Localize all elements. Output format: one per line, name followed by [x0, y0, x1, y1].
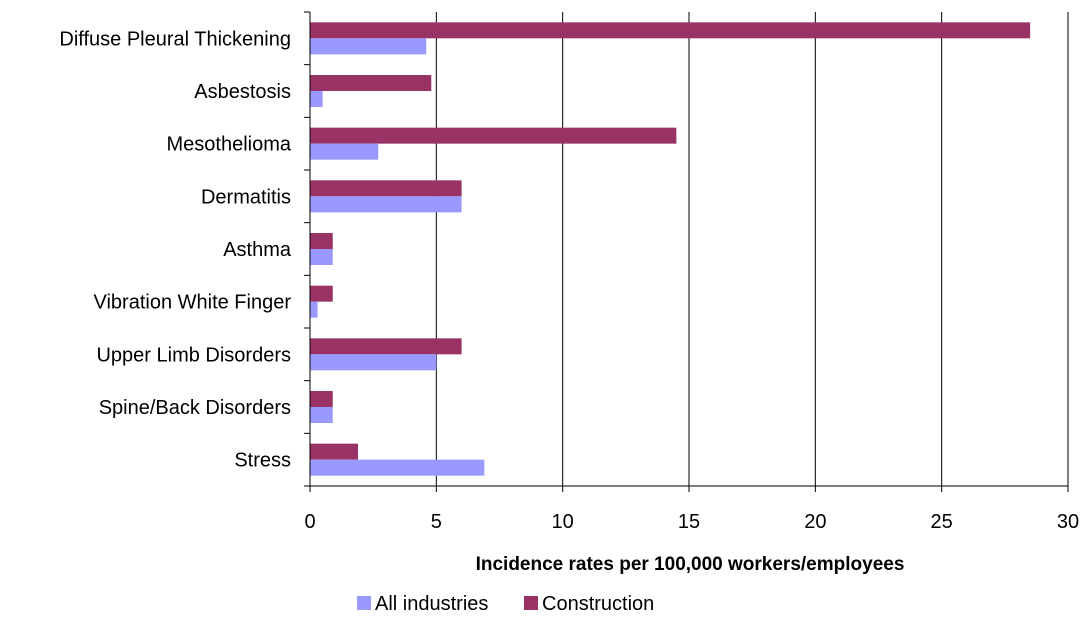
bar-all-industries — [310, 407, 333, 423]
bar-all-industries — [310, 38, 427, 55]
legend-swatch — [524, 596, 538, 610]
legend-label: Construction — [542, 593, 654, 614]
x-tick-label: 30 — [1057, 511, 1079, 533]
legend-swatch — [357, 596, 371, 610]
x-tick-label: 0 — [304, 511, 315, 533]
x-tick-label: 20 — [804, 511, 826, 533]
legend-label: All industries — [375, 593, 488, 614]
x-tick-label: 15 — [678, 511, 700, 533]
bar-all-industries — [310, 196, 462, 213]
bar-construction — [310, 338, 462, 355]
gridlines — [435, 12, 1069, 486]
bar-all-industries — [310, 354, 437, 371]
bar-construction — [310, 180, 462, 197]
bar-all-industries — [310, 301, 318, 318]
x-tick-label: 5 — [431, 511, 442, 533]
x-axis-title: Incidence rates per 100,000 workers/empl… — [476, 554, 905, 575]
bar-construction — [310, 233, 333, 249]
category-label: Stress — [234, 450, 291, 472]
bar-all-industries — [310, 143, 379, 160]
x-tick-label: 25 — [931, 511, 953, 533]
category-label: Vibration White Finger — [94, 292, 292, 314]
bar-all-industries — [310, 91, 323, 107]
category-label: Diffuse Pleural Thickening — [59, 28, 291, 50]
category-label: Upper Limb Disorders — [96, 344, 291, 366]
bar-all-industries — [310, 249, 333, 265]
bar-construction — [310, 285, 333, 302]
category-labels: Diffuse Pleural Thickening Asbestosis Meso… — [59, 28, 291, 471]
bars — [310, 22, 1031, 476]
bar-construction — [310, 391, 333, 407]
bar-construction — [310, 443, 359, 460]
category-label: Spine/Back Disorders — [99, 397, 291, 419]
axes — [304, 11, 1069, 492]
legend: All industries Construction — [357, 593, 654, 615]
bar-construction — [310, 22, 1031, 39]
category-label: Mesothelioma — [166, 134, 291, 156]
category-label: Asbestosis — [194, 81, 291, 103]
bar-construction — [310, 127, 677, 144]
x-tick-labels: 0 5 10 15 20 25 30 — [304, 511, 1079, 533]
category-label: Asthma — [223, 239, 292, 261]
category-label: Dermatitis — [201, 186, 291, 208]
x-tick-label: 10 — [552, 511, 574, 533]
bar-construction — [310, 75, 432, 91]
bar-all-industries — [310, 459, 485, 476]
